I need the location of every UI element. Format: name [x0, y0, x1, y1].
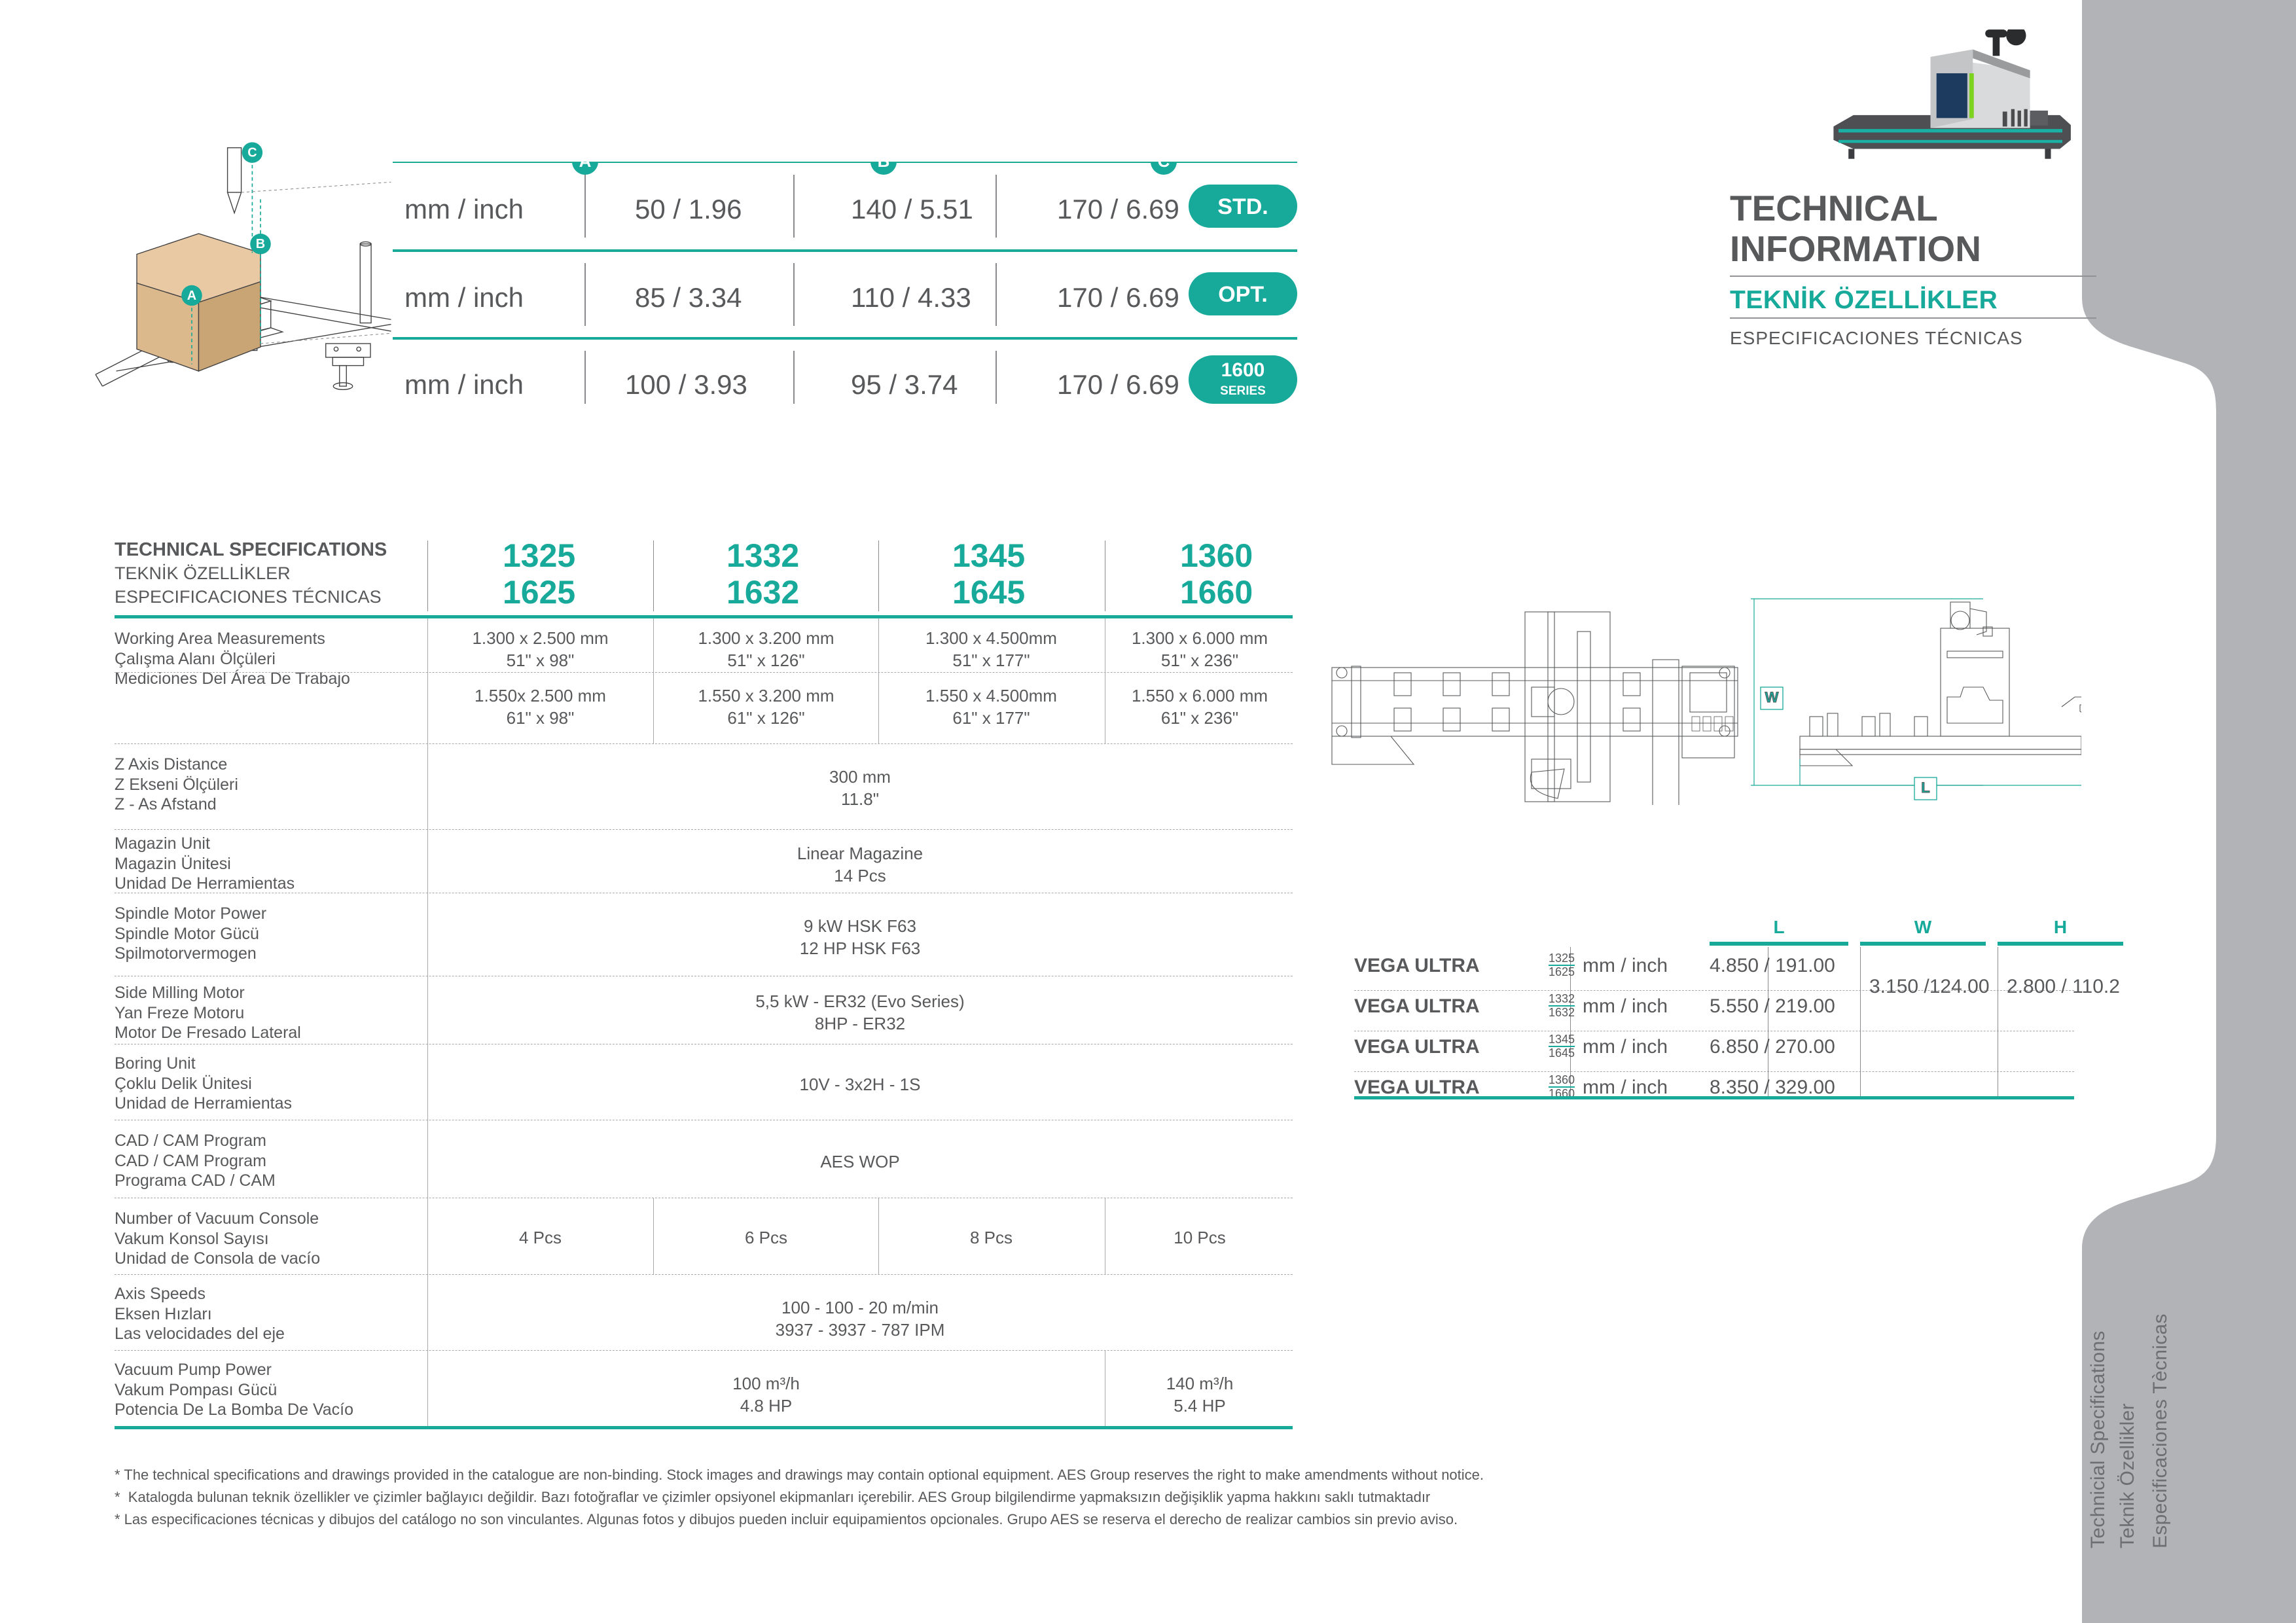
svg-text:110 / 4.33: 110 / 4.33	[851, 282, 971, 313]
svg-text:C: C	[1158, 162, 1170, 171]
svg-text:mm / inch: mm / inch	[404, 194, 524, 224]
svg-text:100 / 3.93: 100 / 3.93	[625, 369, 747, 400]
svg-text:1600: 1600	[1221, 359, 1265, 381]
svg-text:50 / 1.96: 50 / 1.96	[635, 194, 742, 224]
svg-text:STD.: STD.	[1217, 194, 1268, 219]
svg-text:B: B	[878, 162, 890, 171]
svg-text:170 / 6.69: 170 / 6.69	[1057, 369, 1179, 400]
svg-text:B: B	[256, 237, 265, 251]
svg-text:mm / inch: mm / inch	[404, 282, 524, 313]
svg-text:A: A	[579, 162, 592, 171]
svg-text:95 / 3.74: 95 / 3.74	[851, 369, 958, 400]
svg-text:W: W	[1765, 689, 1779, 705]
svg-text:140 / 5.51: 140 / 5.51	[851, 194, 973, 224]
svg-text:170 / 6.69: 170 / 6.69	[1057, 282, 1179, 313]
svg-text:A: A	[187, 289, 196, 303]
svg-text:C: C	[247, 145, 257, 160]
svg-text:SERIES: SERIES	[1220, 384, 1266, 398]
svg-text:OPT.: OPT.	[1218, 282, 1268, 307]
svg-text:170 / 6.69: 170 / 6.69	[1057, 194, 1179, 224]
svg-text:mm / inch: mm / inch	[404, 369, 524, 400]
svg-text:L: L	[1921, 779, 1929, 796]
svg-text:85 / 3.34: 85 / 3.34	[635, 282, 742, 313]
